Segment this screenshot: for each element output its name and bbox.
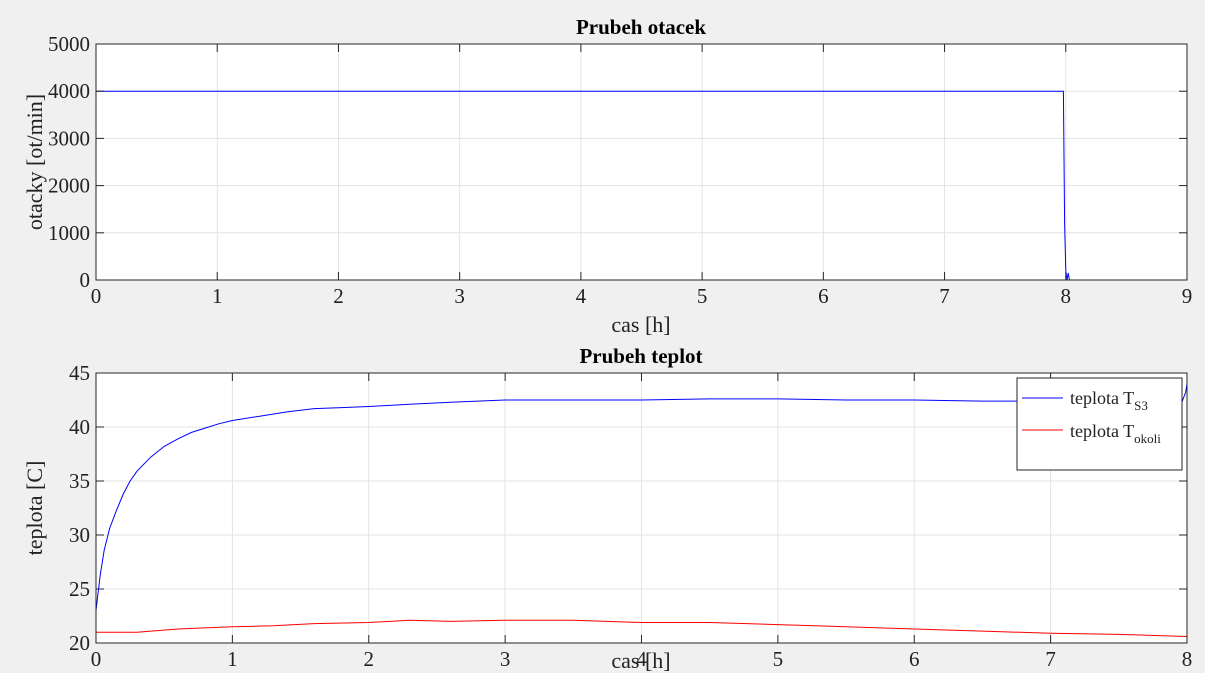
- legend-label-ts3: teplota TS3: [1070, 388, 1148, 413]
- temp-x-tick-label: 7: [1045, 647, 1056, 671]
- rpm-x-tick-label: 8: [1061, 284, 1072, 308]
- rpm-y-tick-label: 1000: [48, 221, 90, 245]
- rpm-y-tick-label: 3000: [48, 126, 90, 150]
- rpm-x-tick-label: 3: [454, 284, 465, 308]
- rpm-y-tick-label: 0: [80, 268, 91, 292]
- rpm-x-tick-label: 5: [697, 284, 708, 308]
- temp-x-tick-label: 2: [364, 647, 375, 671]
- temp-y-tick-label: 35: [69, 469, 90, 493]
- rpm-x-tick-label: 0: [91, 284, 102, 308]
- temp-x-axis-label: cas [h]: [611, 648, 670, 673]
- legend-box: [1016, 377, 1183, 471]
- legend-label-tokoli-sub: okoli: [1134, 431, 1161, 446]
- temp-legend: teplota TS3 teplota Tokoli: [1016, 377, 1183, 471]
- temp-y-ticks: 20 25 30 35 40 45: [69, 361, 1187, 655]
- temp-x-tick-label: 0: [91, 647, 102, 671]
- rpm-plot-area: [96, 44, 1187, 280]
- temp-x-tick-label: 3: [500, 647, 511, 671]
- rpm-y-tick-label: 4000: [48, 79, 90, 103]
- rpm-x-ticks: 0 1 2 3 4 5 6 7 8 9: [91, 44, 1193, 308]
- temp-y-tick-label: 45: [69, 361, 90, 385]
- temp-y-axis-label: teplota [C]: [22, 461, 47, 556]
- rpm-chart-panel: 0 1 2 3 4 5 6 7 8 9 0 1000 2000 3000 4000 5000 Prubeh …: [22, 15, 1192, 337]
- temp-y-tick-label: 25: [69, 577, 90, 601]
- temp-x-ticks: 0 1 2 3 4 5 6 7 8: [91, 373, 1193, 671]
- rpm-chart-title: Prubeh otacek: [576, 15, 706, 39]
- rpm-y-axis-label: otacky [ot/min]: [22, 94, 47, 230]
- rpm-y-tick-label: 2000: [48, 174, 90, 198]
- legend-label-ts3-main: teplota T: [1070, 388, 1134, 408]
- rpm-y-ticks: 0 1000 2000 3000 4000 5000: [48, 32, 1187, 292]
- rpm-x-tick-label: 1: [212, 284, 223, 308]
- rpm-x-tick-label: 7: [939, 284, 950, 308]
- rpm-series: [96, 90, 1187, 281]
- temp-grid: [96, 373, 1187, 643]
- temp-y-tick-label: 30: [69, 523, 90, 547]
- temp-x-tick-label: 1: [227, 647, 238, 671]
- temp-x-tick-label: 6: [909, 647, 920, 671]
- rpm-y-tick-label: 5000: [48, 32, 90, 56]
- temp-y-tick-label: 20: [69, 631, 90, 655]
- temp-x-tick-label: 5: [773, 647, 784, 671]
- legend-label-tokoli-main: teplota T: [1070, 421, 1134, 441]
- temp-y-tick-label: 40: [69, 415, 90, 439]
- temp-series-line-1: [96, 619, 1188, 637]
- rpm-axes-box: [95, 43, 1188, 281]
- legend-label-ts3-sub: S3: [1134, 398, 1148, 413]
- temp-chart-title: Prubeh teplot: [579, 344, 702, 368]
- temp-x-tick-label: 8: [1182, 647, 1193, 671]
- rpm-x-tick-label: 9: [1182, 284, 1193, 308]
- rpm-series-line-0: [96, 90, 1187, 281]
- rpm-x-axis-label: cas [h]: [611, 312, 670, 337]
- rpm-x-tick-label: 2: [333, 284, 344, 308]
- temp-x-tick-label: 4: [636, 647, 647, 671]
- rpm-x-tick-label: 4: [576, 284, 587, 308]
- rpm-x-tick-label: 6: [818, 284, 829, 308]
- legend-label-tokoli: teplota Tokoli: [1070, 421, 1161, 446]
